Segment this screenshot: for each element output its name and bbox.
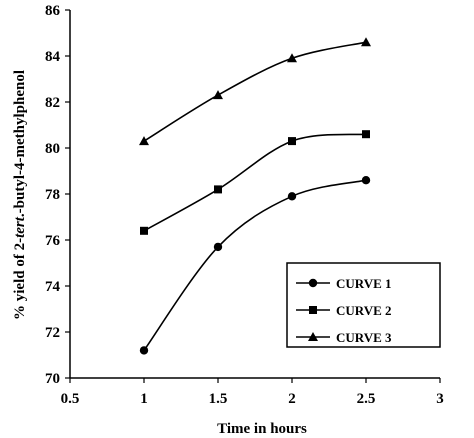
y-axis-title-part-1: % yield of 2-	[12, 238, 28, 320]
series-2-point	[288, 137, 296, 146]
legend: CURVE 1 CURVE 2 CURVE 3	[286, 262, 441, 348]
series-3-line	[143, 41, 367, 142]
series-3-point	[361, 37, 371, 47]
series-1	[139, 176, 371, 355]
y-tick-label: 82	[45, 95, 60, 111]
x-tick-label: 2	[288, 391, 296, 407]
y-tick-label: 72	[45, 325, 60, 341]
x-tick-label: 0.5	[61, 391, 80, 407]
series-2-point	[362, 130, 370, 139]
plot-axes	[65, 9, 441, 383]
series-1-point	[139, 346, 149, 355]
series-3-point	[287, 53, 297, 63]
x-tick-label: 2.5	[357, 391, 376, 407]
series-2-line	[143, 133, 367, 232]
x-tick-label: 1	[140, 391, 148, 407]
legend-marker-1	[308, 278, 318, 288]
series-3	[139, 37, 371, 146]
series-2	[140, 130, 370, 235]
y-tick-label: 78	[45, 187, 60, 203]
series-1-point	[361, 176, 371, 185]
y-axis-title-part-2: tert	[12, 216, 28, 238]
y-tick-label: 84	[45, 49, 61, 65]
x-tick-label: 3	[436, 391, 444, 407]
legend-marker-2	[309, 306, 317, 314]
series-2-point	[214, 185, 222, 194]
legend-marker-3	[308, 332, 318, 341]
series-1-line	[143, 179, 367, 351]
series-layer	[139, 37, 371, 355]
y-tick-label: 76	[45, 233, 61, 249]
x-axis-title: Time in hours	[217, 421, 307, 437]
y-axis-title-part-3: .-butyl-4-methylphenol	[12, 70, 28, 217]
series-2-point	[140, 226, 148, 235]
legend-label-1: CURVE 1	[336, 276, 392, 291]
series-1-point	[213, 242, 223, 252]
y-tick-label: 70	[45, 371, 60, 387]
y-axis-title: % yield of 2-tert.-butyl-4-methylphenol	[12, 70, 28, 320]
tick-labels: 70 72 74 76 78 80 82 84 86 0.5 1 1.5 2 2.5 3	[45, 3, 444, 407]
x-tick-label: 1.5	[209, 391, 228, 407]
series-3-point	[213, 90, 223, 100]
series-3-point	[139, 136, 149, 146]
legend-label-3: CURVE 3	[336, 330, 392, 345]
y-tick-label: 80	[45, 141, 60, 157]
y-tick-label: 86	[45, 3, 61, 19]
series-1-point	[287, 192, 297, 201]
y-tick-label: 74	[45, 279, 61, 295]
legend-label-2: CURVE 2	[336, 303, 392, 318]
